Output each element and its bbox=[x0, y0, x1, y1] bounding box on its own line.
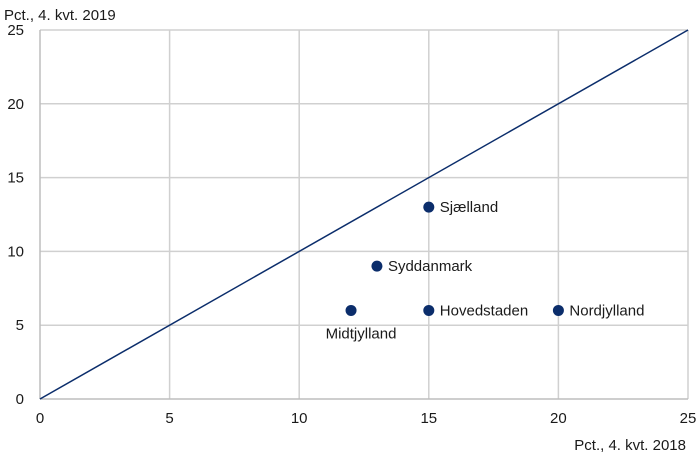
data-point bbox=[423, 201, 435, 213]
reference-line-layer bbox=[39, 29, 689, 400]
y-tick-label: 15 bbox=[7, 170, 24, 187]
tick-labels: 0 5 10 15 20 25 0 5 10 15 20 25 bbox=[7, 22, 696, 427]
data-point bbox=[552, 304, 564, 316]
y-axis-label: Pct., 4. kvt. 2019 bbox=[4, 7, 116, 24]
data-point-label: Midtjylland bbox=[326, 325, 397, 342]
x-tick-label: 25 bbox=[680, 410, 697, 427]
data-point bbox=[371, 260, 383, 272]
x-axis-label: Pct., 4. kvt. 2018 bbox=[574, 437, 686, 454]
y-tick-label: 20 bbox=[7, 96, 24, 113]
axes bbox=[39, 30, 688, 400]
y-tick-label: 10 bbox=[7, 243, 24, 260]
data-point-label: Sjælland bbox=[440, 199, 498, 216]
x-tick-label: 15 bbox=[420, 410, 437, 427]
y-tick-label: 5 bbox=[16, 317, 24, 334]
data-point-label: Nordjylland bbox=[569, 302, 644, 319]
data-point bbox=[345, 304, 357, 316]
data-point bbox=[423, 304, 435, 316]
y-tick-label: 0 bbox=[16, 391, 24, 408]
x-tick-label: 10 bbox=[291, 410, 308, 427]
data-point-label: Hovedstaden bbox=[440, 302, 528, 319]
x-tick-label: 20 bbox=[550, 410, 567, 427]
x-tick-label: 5 bbox=[165, 410, 173, 427]
data-points: Sjælland Syddanmark Midtjylland Hovedstaden… bbox=[326, 199, 645, 342]
y-tick-label: 25 bbox=[7, 22, 24, 39]
reference-line bbox=[39, 29, 689, 400]
data-point-label: Syddanmark bbox=[388, 258, 473, 275]
x-tick-label: 0 bbox=[36, 410, 44, 427]
grid bbox=[40, 29, 689, 399]
